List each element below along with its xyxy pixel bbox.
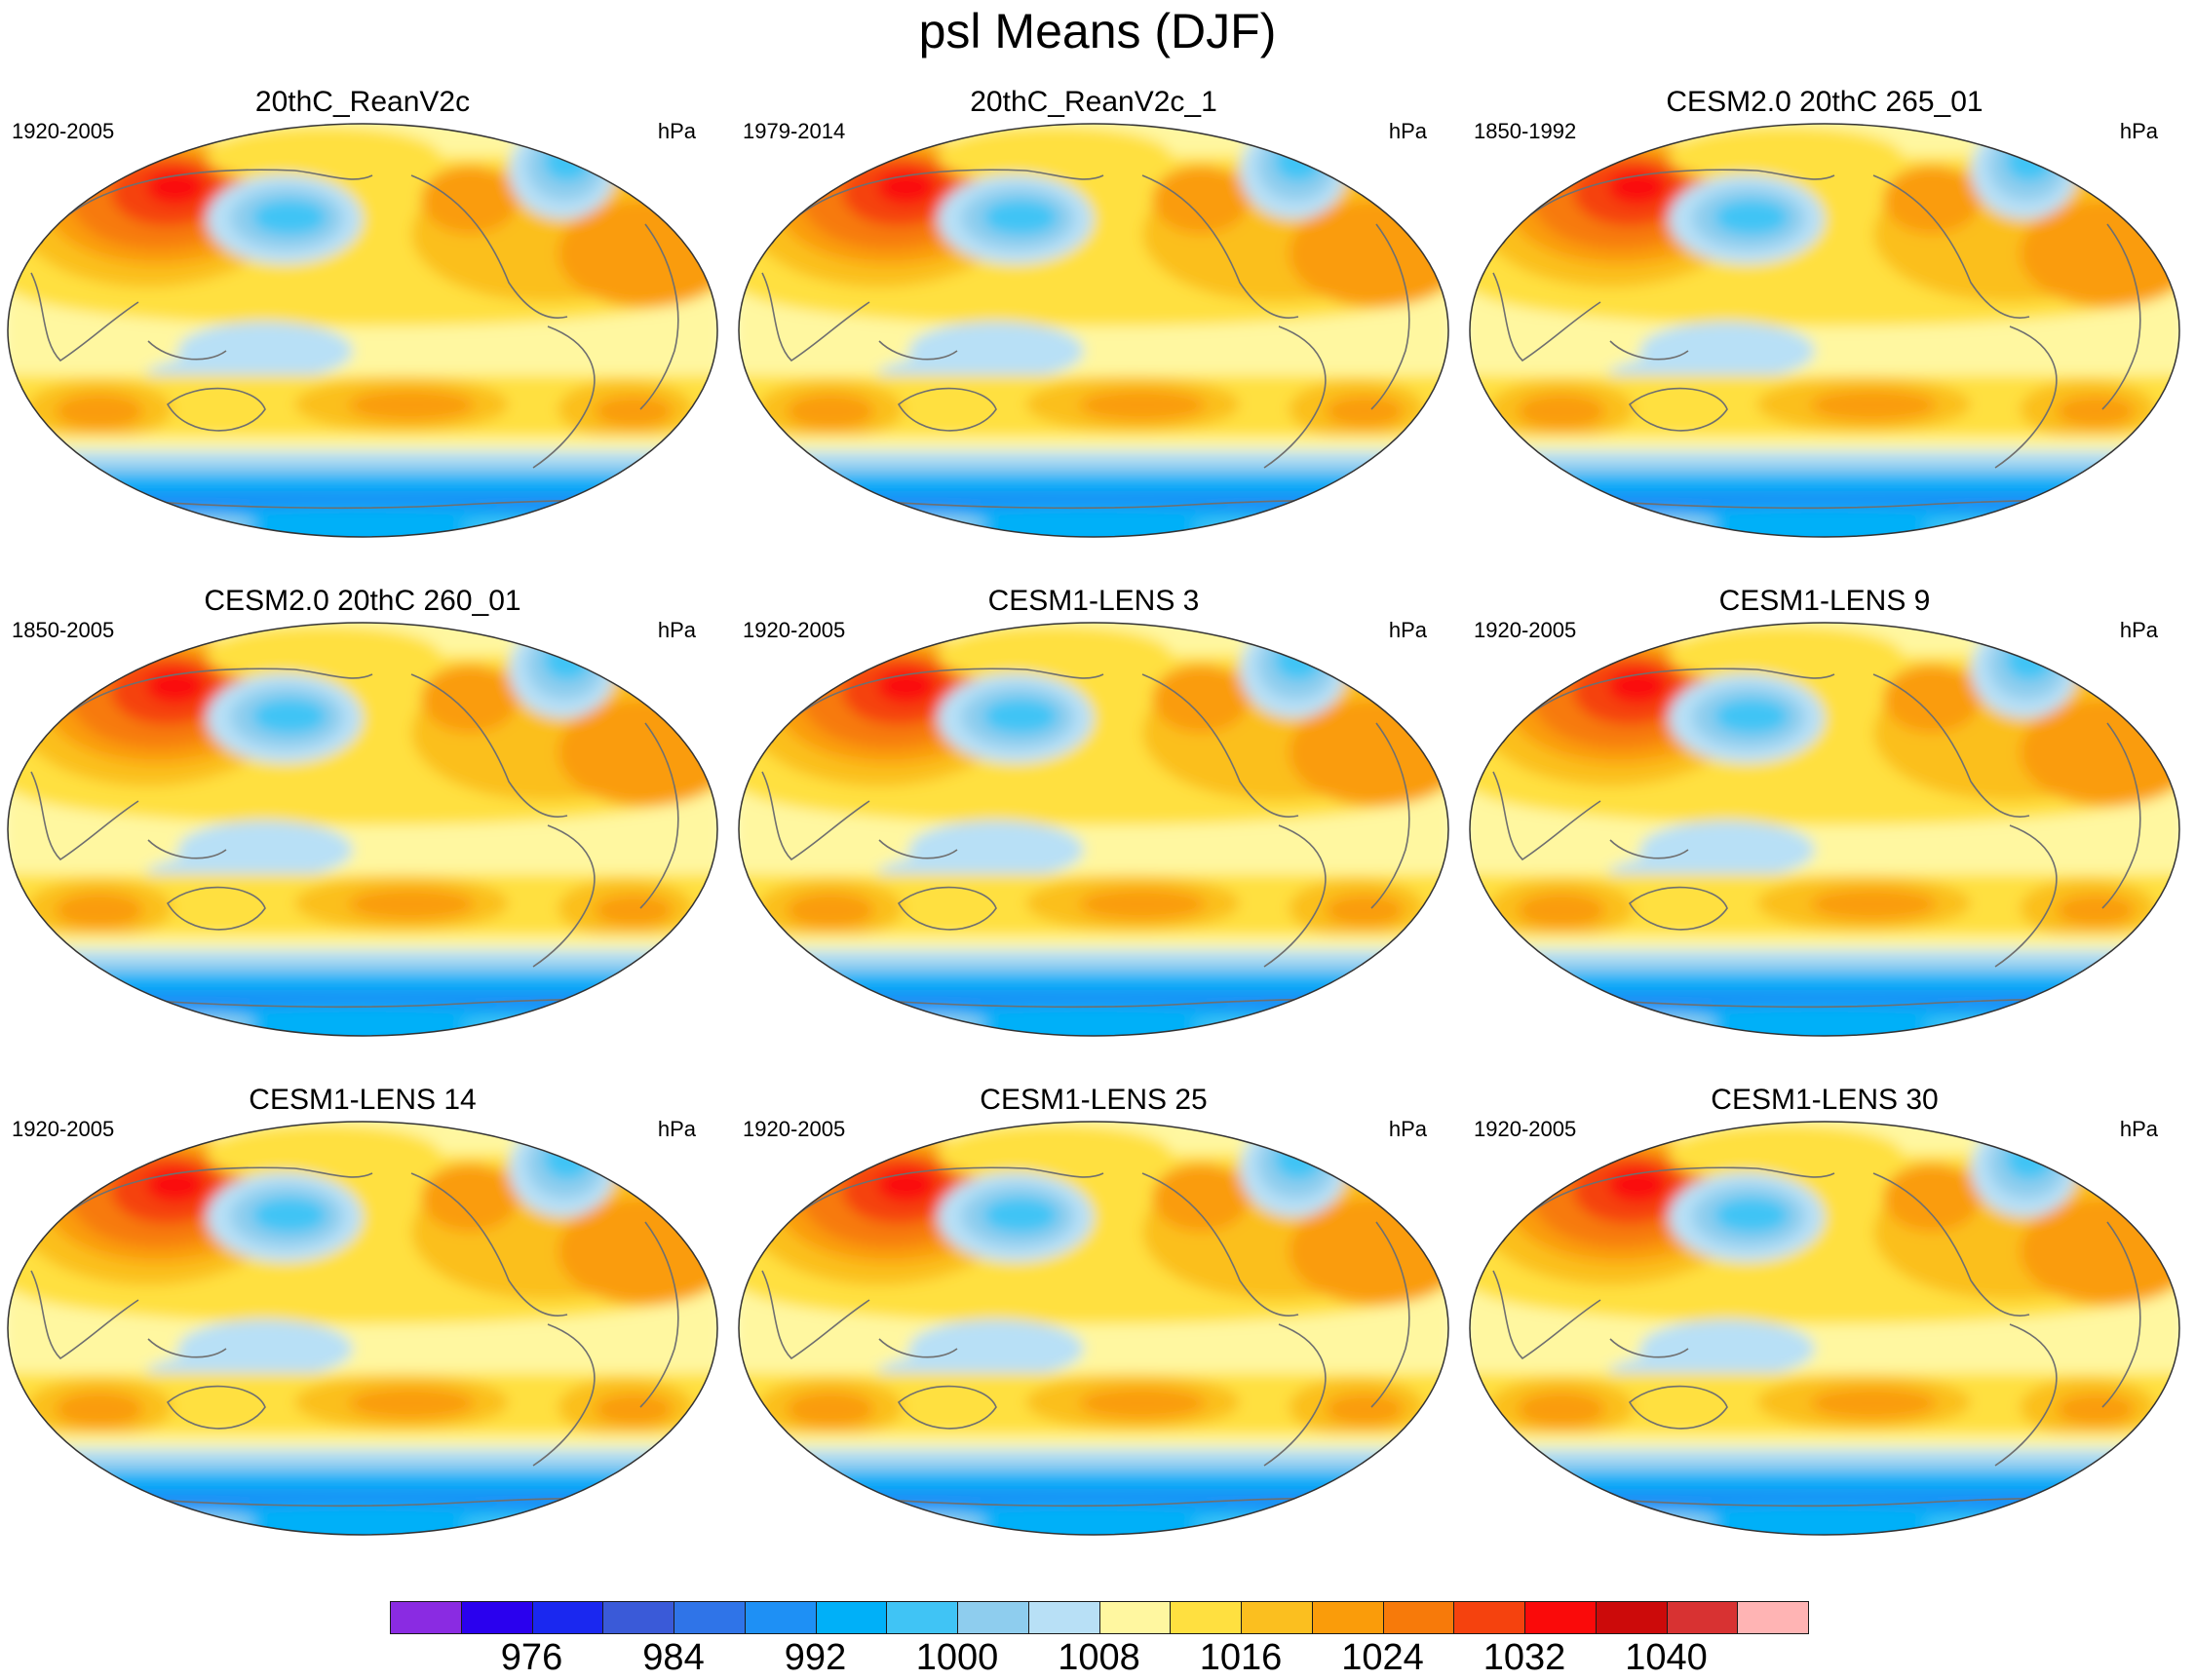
panel-title: CESM1-LENS 25 <box>980 1084 1208 1116</box>
map-panel: CESM1-LENS 25 1920-2005 hPa <box>733 1084 1454 1542</box>
colorbar-box <box>886 1601 958 1634</box>
colorbar-box <box>1737 1601 1809 1634</box>
colorbar-label: 992 <box>784 1637 847 1678</box>
panel-years: 1920-2005 <box>12 119 115 143</box>
colorbar-box <box>531 1601 604 1634</box>
colorbar-label: 984 <box>642 1637 705 1678</box>
globe-map <box>738 123 1449 538</box>
colorbar-box <box>1311 1601 1384 1634</box>
panel-units: hPa <box>657 618 696 642</box>
panel-years: 1920-2005 <box>743 1117 846 1141</box>
panel-title: CESM1-LENS 14 <box>249 1084 477 1116</box>
colorbar-box <box>957 1601 1029 1634</box>
colorbar-label: 1040 <box>1625 1637 1708 1678</box>
panel-years: 1979-2014 <box>743 119 846 143</box>
panel-title: 20thC_ReanV2c_1 <box>970 86 1217 118</box>
colorbar-box <box>674 1601 746 1634</box>
colorbar-label: 1016 <box>1199 1637 1283 1678</box>
colorbar <box>390 1601 1809 1634</box>
colorbar-box <box>744 1601 817 1634</box>
panel-units: hPa <box>657 119 696 143</box>
globe-map <box>7 1121 718 1536</box>
colorbar-box <box>390 1601 462 1634</box>
colorbar-box <box>815 1601 888 1634</box>
map-panel: CESM1-LENS 9 1920-2005 hPa <box>1464 585 2185 1043</box>
colorbar-box <box>1595 1601 1668 1634</box>
map-panel: CESM1-LENS 30 1920-2005 hPa <box>1464 1084 2185 1542</box>
colorbar-label: 1032 <box>1483 1637 1566 1678</box>
panel-units: hPa <box>1388 1117 1427 1141</box>
map-panel: 20thC_ReanV2c_1 1979-2014 hPa <box>733 86 1454 544</box>
panel-units: hPa <box>1388 618 1427 642</box>
panel-years: 1920-2005 <box>1474 618 1577 642</box>
colorbar-box <box>1241 1601 1313 1634</box>
globe-map <box>738 1121 1449 1536</box>
colorbar-box <box>1453 1601 1525 1634</box>
globe-map <box>1469 1121 2180 1536</box>
map-panel: 20thC_ReanV2c 1920-2005 hPa <box>2 86 723 544</box>
map-panel: CESM1-LENS 3 1920-2005 hPa <box>733 585 1454 1043</box>
colorbar-box <box>1170 1601 1242 1634</box>
globe-map <box>7 123 718 538</box>
colorbar-label: 976 <box>500 1637 563 1678</box>
colorbar-label: 1008 <box>1058 1637 1140 1678</box>
panel-title: CESM1-LENS 9 <box>1718 585 1931 617</box>
panel-title: CESM1-LENS 30 <box>1711 1084 1939 1116</box>
colorbar-box <box>460 1601 533 1634</box>
panel-title: CESM2.0 20thC 265_01 <box>1666 86 1983 118</box>
globe-map <box>738 622 1449 1037</box>
panel-years: 1850-2005 <box>12 618 115 642</box>
panel-years: 1850-1992 <box>1474 119 1577 143</box>
colorbar-box <box>1027 1601 1100 1634</box>
panel-years: 1920-2005 <box>12 1117 115 1141</box>
panel-years: 1920-2005 <box>743 618 846 642</box>
colorbar-box <box>1382 1601 1455 1634</box>
map-panel: CESM1-LENS 14 1920-2005 hPa <box>2 1084 723 1542</box>
colorbar-box <box>1098 1601 1172 1634</box>
globe-map <box>1469 622 2180 1037</box>
colorbar-label: 1000 <box>915 1637 999 1678</box>
colorbar-box <box>602 1601 674 1634</box>
panel-units: hPa <box>2119 119 2158 143</box>
panel-title: 20thC_ReanV2c <box>254 86 471 118</box>
globe-map <box>7 622 718 1037</box>
panel-units: hPa <box>2119 1117 2158 1141</box>
main-title: psl Means (DJF) <box>918 4 1277 58</box>
map-panel: CESM2.0 20thC 265_01 1850-1992 hPa <box>1464 86 2185 544</box>
panel-units: hPa <box>1388 119 1427 143</box>
colorbar-box <box>1524 1601 1597 1634</box>
colorbar-label: 1024 <box>1341 1637 1424 1678</box>
panel-title: CESM1-LENS 3 <box>987 585 1200 617</box>
globe-map <box>1469 123 2180 538</box>
panel-years: 1920-2005 <box>1474 1117 1577 1141</box>
panel-units: hPa <box>2119 618 2158 642</box>
colorbar-box <box>1666 1601 1739 1634</box>
panel-title: CESM2.0 20thC 260_01 <box>204 585 521 617</box>
panel-units: hPa <box>657 1117 696 1141</box>
map-panel: CESM2.0 20thC 260_01 1850-2005 hPa <box>2 585 723 1043</box>
